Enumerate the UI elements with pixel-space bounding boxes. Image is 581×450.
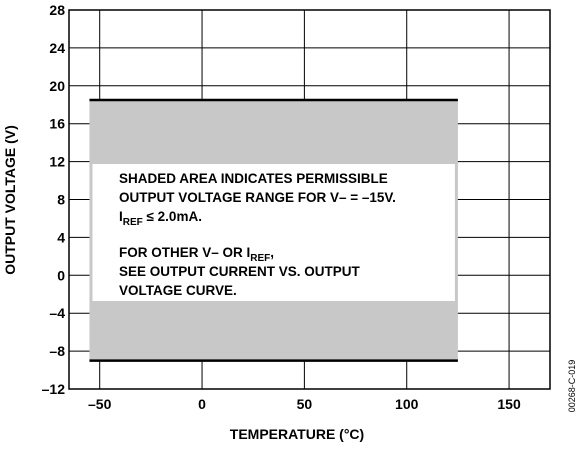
annotation-line-6: VOLTAGE CURVE. <box>119 283 237 298</box>
x-tick-label-4: 150 <box>497 396 521 412</box>
annotation-line-4: FOR OTHER V– OR IREF, <box>119 245 274 264</box>
y-tick-label-4: 4 <box>57 229 65 245</box>
y-tick-label-2: –4 <box>49 305 65 321</box>
y-tick-label-3: 0 <box>57 267 65 283</box>
y-tick-label-9: 24 <box>49 40 65 56</box>
y-axis-title: OUTPUT VOLTAGE (V) <box>2 125 18 275</box>
x-tick-labels: –50 0 50 100 150 <box>88 396 521 412</box>
y-tick-label-0: –12 <box>42 381 66 397</box>
x-axis-title: TEMPERATURE (°C) <box>230 426 364 442</box>
y-tick-labels: –12 –8 –4 0 4 8 12 16 20 24 28 <box>42 2 66 397</box>
annotation-line-5: SEE OUTPUT CURRENT VS. OUTPUT <box>119 264 361 279</box>
y-tick-label-8: 20 <box>49 78 65 94</box>
y-tick-label-7: 16 <box>49 116 65 132</box>
y-tick-label-1: –8 <box>49 343 65 359</box>
plot-frame <box>68 9 551 390</box>
annotation-box: SHADED AREA INDICATES PERMISSIBLE OUTPUT… <box>92 164 455 301</box>
y-tick-label-5: 8 <box>57 192 65 208</box>
annotation-background <box>92 164 455 301</box>
annotation-line-1: SHADED AREA INDICATES PERMISSIBLE <box>119 171 388 186</box>
x-tick-label-3: 100 <box>395 396 419 412</box>
y-tick-label-6: 12 <box>49 154 65 170</box>
x-tick-label-1: 0 <box>198 396 206 412</box>
annotation-line-2: OUTPUT VOLTAGE RANGE FOR V– = –15V. <box>119 190 396 205</box>
x-tick-label-2: 50 <box>297 396 313 412</box>
y-tick-label-10: 28 <box>49 2 65 18</box>
x-tick-label-0: –50 <box>88 396 112 412</box>
plot-border <box>68 9 551 390</box>
figure-code: 00268-C-019 <box>567 360 577 413</box>
annotation-line-3: IREF ≤ 2.0mA. <box>119 209 202 228</box>
